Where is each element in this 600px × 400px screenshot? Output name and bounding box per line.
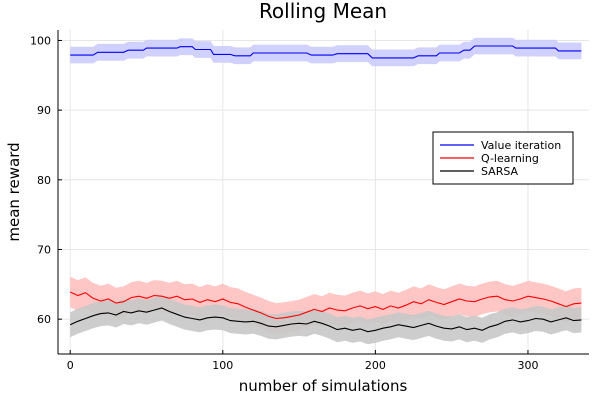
sarsa-line: [69, 307, 582, 333]
y-tick-label: 70: [37, 243, 51, 256]
q-learning-band: [70, 276, 582, 334]
value-iteration-legend-label: Value iteration: [481, 139, 561, 152]
q-learning-line: [69, 291, 582, 320]
x-tick-label: 300: [517, 359, 538, 372]
sarsa-legend-label: SARSA: [481, 165, 519, 178]
value-iteration-band: [70, 37, 582, 67]
y-tick-label: 80: [37, 174, 51, 187]
confidence-bands: [70, 37, 582, 345]
x-tick-label: 200: [365, 359, 386, 372]
y-axis-title: mean reward: [5, 142, 23, 241]
x-tick-label: 0: [67, 359, 74, 372]
value-iteration-line: [70, 45, 582, 59]
y-tick-label: 90: [37, 104, 51, 117]
q-learning-legend-label: Q-learning: [481, 152, 539, 165]
series-lines: [69, 45, 582, 333]
axes: [57, 30, 589, 355]
y-tick-label: 60: [37, 313, 51, 326]
chart-title: Rolling Mean: [259, 0, 387, 23]
sarsa-band: [70, 295, 582, 345]
x-axis-title: number of simulations: [239, 377, 408, 395]
x-tick-label: 100: [212, 359, 233, 372]
y-tick-label: 100: [30, 34, 51, 47]
tick-labels: 0 100 200 300 60 70 80 90 100: [30, 34, 538, 372]
